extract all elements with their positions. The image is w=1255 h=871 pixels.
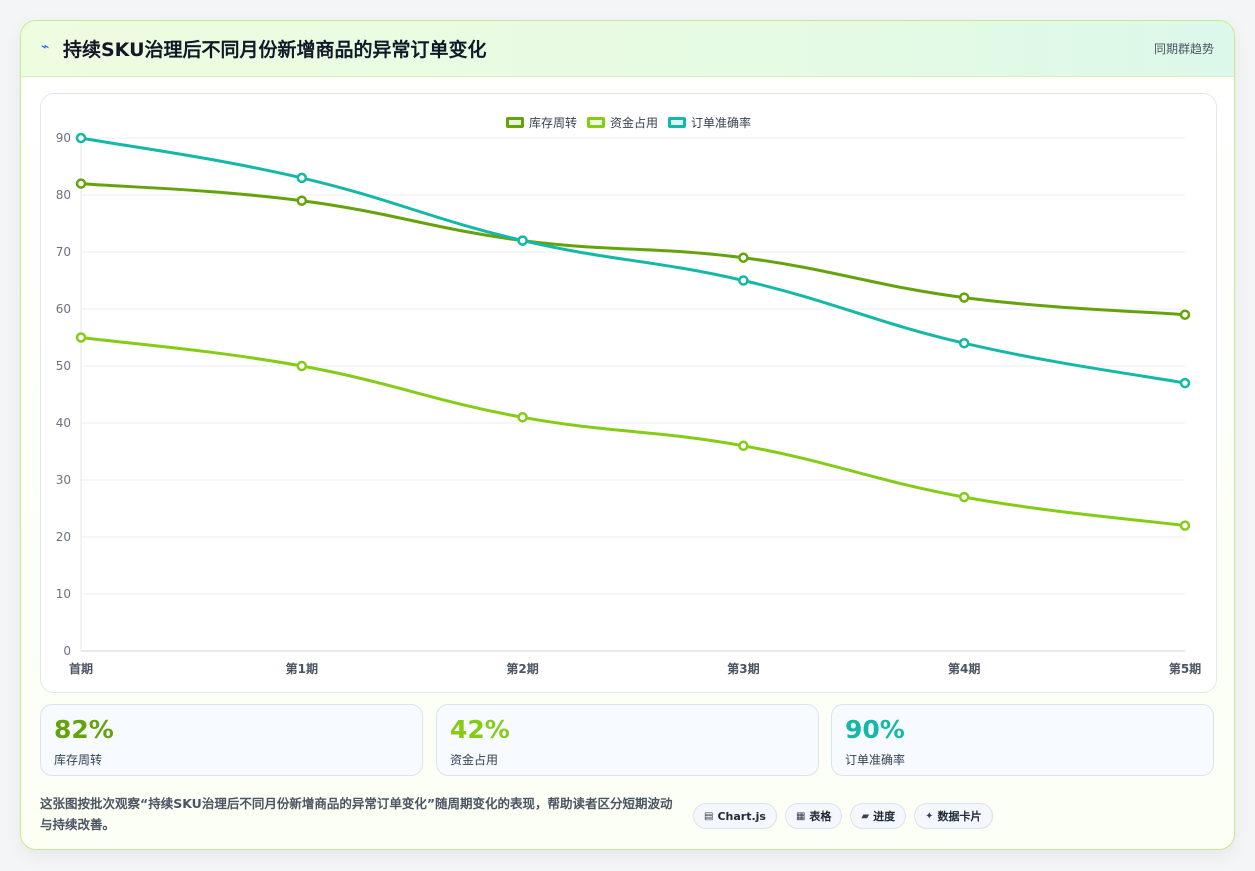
sparkle-icon: ✦ bbox=[925, 810, 934, 822]
series-line bbox=[79, 182, 1187, 317]
x-tick-label: 第2期 bbox=[506, 661, 538, 676]
tag-table[interactable]: ▦ 表格 bbox=[784, 803, 843, 829]
data-point bbox=[958, 337, 970, 349]
chart-description: 这张图按批次观察“持续SKU治理后不同月份新增商品的异常订单变化”随周期变化的表… bbox=[40, 796, 673, 832]
y-tick-label: 50 bbox=[56, 359, 71, 373]
y-tick-label: 0 bbox=[63, 644, 71, 658]
data-point bbox=[738, 440, 749, 452]
legend-item[interactable]: 资金占用 bbox=[586, 114, 658, 131]
stat-cards: 82% 库存周转 42% 资金占用 90% 订单准确率 bbox=[40, 704, 1216, 776]
x-tick-label: 首期 bbox=[69, 661, 93, 676]
tag-label: 表格 bbox=[809, 810, 832, 823]
tag-list: ▤ Chart.js ▦ 表格 ▰ 进度 ✦ 数据卡片 bbox=[693, 803, 993, 829]
data-point bbox=[1179, 377, 1191, 389]
header-right-label: 同期群趋势 bbox=[1153, 42, 1214, 56]
stat-card-accuracy: 90% 订单准确率 bbox=[831, 704, 1214, 776]
y-tick-label: 40 bbox=[56, 416, 71, 430]
series-line bbox=[79, 136, 1187, 385]
tag-label: Chart.js bbox=[717, 809, 766, 823]
stat-card-inventory: 82% 库存周转 bbox=[40, 704, 423, 776]
y-tick-label: 70 bbox=[56, 245, 71, 259]
legend-item[interactable]: 订单准确率 bbox=[668, 114, 751, 131]
legend-swatch bbox=[505, 117, 524, 128]
data-point bbox=[75, 132, 87, 144]
stat-label: 订单准确率 bbox=[845, 753, 906, 767]
stat-card-capital: 42% 资金占用 bbox=[436, 704, 819, 776]
chart-icon: ▤ bbox=[704, 810, 714, 822]
data-point bbox=[296, 360, 308, 372]
table-icon: ▦ bbox=[795, 810, 806, 822]
data-point bbox=[958, 292, 970, 303]
y-tick-label: 80 bbox=[56, 188, 71, 202]
tag-label: 数据卡片 bbox=[937, 810, 982, 823]
data-point bbox=[958, 491, 970, 503]
y-tick-label: 90 bbox=[56, 131, 71, 145]
legend-swatch bbox=[668, 117, 686, 128]
stat-label: 库存周转 bbox=[54, 753, 103, 767]
legend-item[interactable]: 库存周转 bbox=[505, 114, 577, 131]
stat-value: 82% bbox=[54, 715, 114, 744]
line-chart: 0 10 20 30 40 50 60 70 80 90 首期 第1期 第2期 第3期 第4期 第5期 bbox=[56, 131, 1201, 676]
chart-title: 持续SKU治理后不同月份新增商品的异常订单变化 bbox=[63, 39, 487, 61]
data-point bbox=[296, 195, 308, 206]
lightning-icon: ⌁ bbox=[41, 39, 50, 55]
x-tick-label: 第5期 bbox=[1169, 661, 1201, 676]
legend-label: 资金占用 bbox=[609, 116, 658, 130]
data-point bbox=[1179, 309, 1191, 320]
y-tick-label: 60 bbox=[56, 302, 71, 316]
data-point bbox=[75, 332, 87, 343]
x-tick-label: 第1期 bbox=[286, 661, 318, 676]
x-tick-label: 第3期 bbox=[727, 661, 759, 676]
legend-label: 库存周转 bbox=[528, 116, 577, 130]
legend-swatch bbox=[586, 117, 605, 128]
data-point bbox=[75, 178, 87, 189]
tag-chartjs[interactable]: ▤ Chart.js bbox=[693, 803, 777, 829]
x-tick-label: 第4期 bbox=[948, 661, 980, 676]
tag-progress[interactable]: ▰ 进度 bbox=[850, 803, 907, 829]
progress-icon: ▰ bbox=[861, 810, 870, 822]
chart-panel: 库存周转 资金占用 订单准确率 0 10 20 30 40 50 60 70 80 90 首期 第1期 第2… bbox=[40, 93, 1217, 693]
tag-data-card[interactable]: ✦ 数据卡片 bbox=[914, 803, 993, 829]
stat-value: 42% bbox=[450, 715, 510, 744]
y-tick-label: 10 bbox=[56, 587, 71, 601]
chart-card: ⌁ 持续SKU治理后不同月份新增商品的异常订单变化 同期群趋势 库存周转 资金占用… bbox=[20, 20, 1235, 850]
card-header: ⌁ 持续SKU治理后不同月份新增商品的异常订单变化 同期群趋势 bbox=[21, 21, 1234, 77]
data-point bbox=[1179, 520, 1191, 531]
data-point bbox=[738, 275, 749, 286]
data-point bbox=[738, 252, 749, 263]
series-line bbox=[79, 336, 1187, 528]
data-point bbox=[296, 172, 308, 184]
stat-label: 资金占用 bbox=[450, 753, 499, 767]
data-point bbox=[517, 235, 528, 246]
y-tick-label: 20 bbox=[56, 530, 71, 544]
chart-legend: 库存周转 资金占用 订单准确率 bbox=[41, 114, 1216, 131]
y-tick-label: 30 bbox=[56, 473, 71, 487]
stat-value: 90% bbox=[845, 715, 905, 744]
tag-label: 进度 bbox=[873, 810, 896, 823]
data-point bbox=[517, 412, 528, 423]
legend-label: 订单准确率 bbox=[691, 116, 752, 130]
